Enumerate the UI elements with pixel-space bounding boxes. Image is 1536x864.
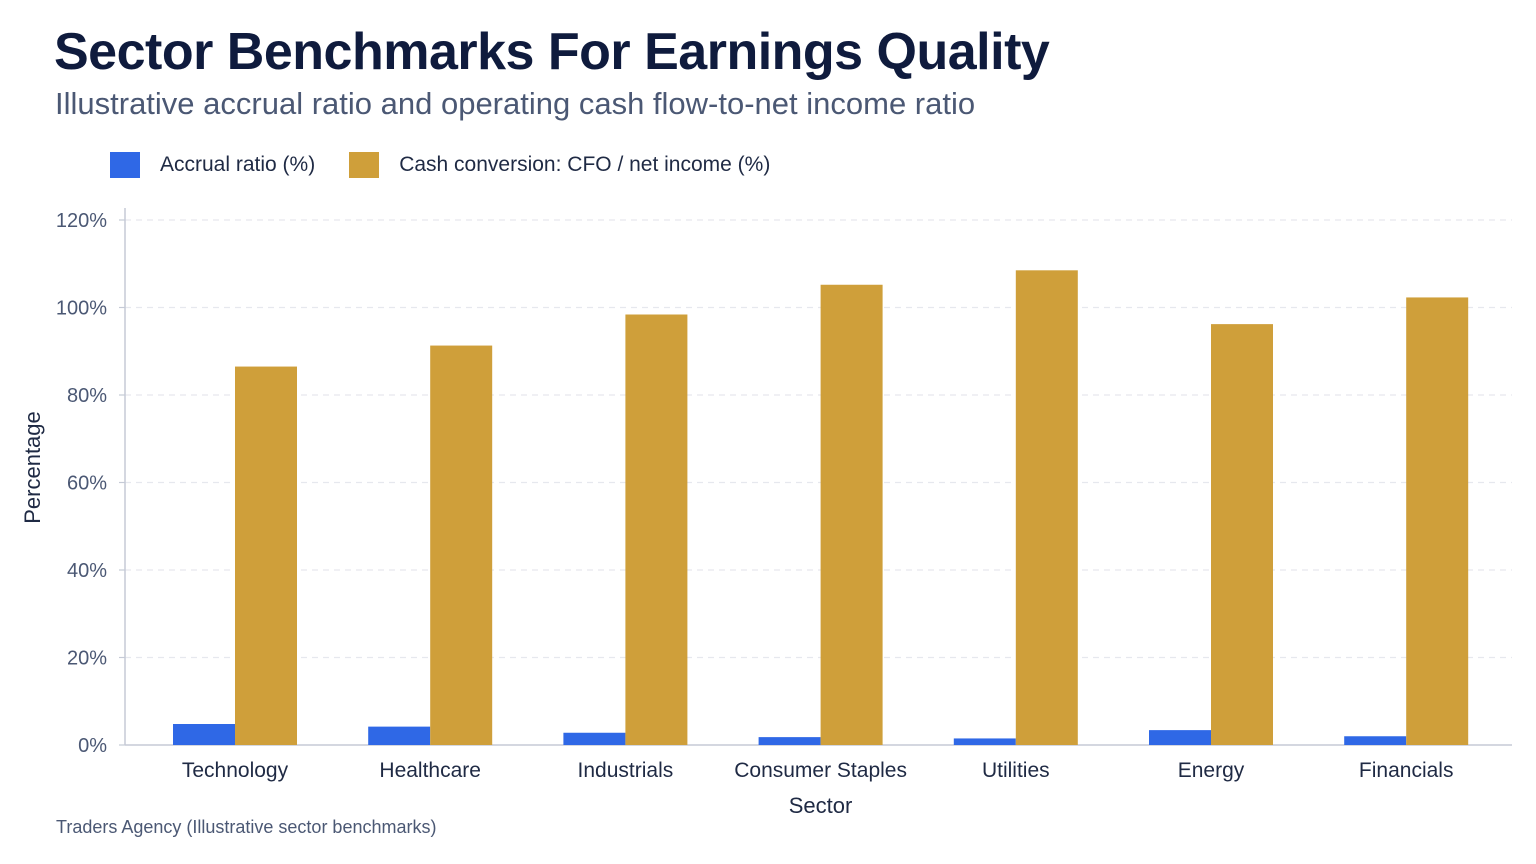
chart-title: Sector Benchmarks For Earnings Quality	[54, 23, 1050, 81]
legend-label-accrual: Accrual ratio (%)	[160, 153, 316, 176]
legend-item-accrual[interactable]: Accrual ratio (%)	[110, 152, 315, 178]
legend-swatch-accrual	[110, 152, 140, 178]
x-tick-label: Utilities	[982, 759, 1050, 782]
source-note: Traders Agency (Illustrative sector benc…	[56, 817, 437, 837]
x-tick-label: Energy	[1178, 759, 1245, 782]
y-tick-label: 20%	[67, 648, 107, 670]
y-tick-label: 100%	[56, 298, 107, 320]
x-tick-label: Healthcare	[379, 759, 481, 782]
y-axis-title: Percentage	[20, 411, 45, 524]
y-tick-label: 40%	[67, 560, 107, 582]
bar-cash-conversion	[1211, 324, 1273, 745]
bar-cash-conversion	[1015, 270, 1078, 745]
bar-accrual-ratio	[1149, 730, 1211, 745]
legend-item-cash-conversion[interactable]: Cash conversion: CFO / net income (%)	[349, 152, 770, 178]
y-tick-label: 120%	[56, 210, 107, 232]
bar-accrual-ratio	[173, 724, 235, 745]
bar-accrual-ratio	[563, 732, 626, 745]
x-tick-label: Technology	[182, 759, 289, 782]
bar-cash-conversion	[820, 284, 883, 745]
legend: Accrual ratio (%) Cash conversion: CFO /…	[110, 152, 804, 178]
y-tick-label: 60%	[67, 473, 107, 495]
legend-swatch-cash-conversion	[349, 152, 380, 178]
y-tick-label: 80%	[67, 385, 107, 407]
bar-cash-conversion	[625, 314, 688, 745]
x-axis-title: Sector	[789, 793, 853, 818]
bar-accrual-ratio	[758, 737, 821, 745]
chart-subtitle: Illustrative accrual ratio and operating…	[55, 86, 976, 121]
bar-accrual-ratio	[368, 726, 431, 745]
bar-accrual-ratio	[953, 738, 1016, 745]
x-tick-label: Industrials	[578, 759, 674, 782]
x-tick-label: Consumer Staples	[734, 759, 907, 782]
bar-cash-conversion	[430, 345, 493, 745]
y-tick-label: 0%	[78, 735, 107, 757]
bar-accrual-ratio	[1344, 736, 1407, 745]
legend-label-cash-conversion: Cash conversion: CFO / net income (%)	[399, 153, 771, 176]
bar-cash-conversion	[235, 366, 297, 745]
bar-cash-conversion	[1406, 297, 1469, 745]
x-tick-label: Financials	[1359, 759, 1454, 782]
